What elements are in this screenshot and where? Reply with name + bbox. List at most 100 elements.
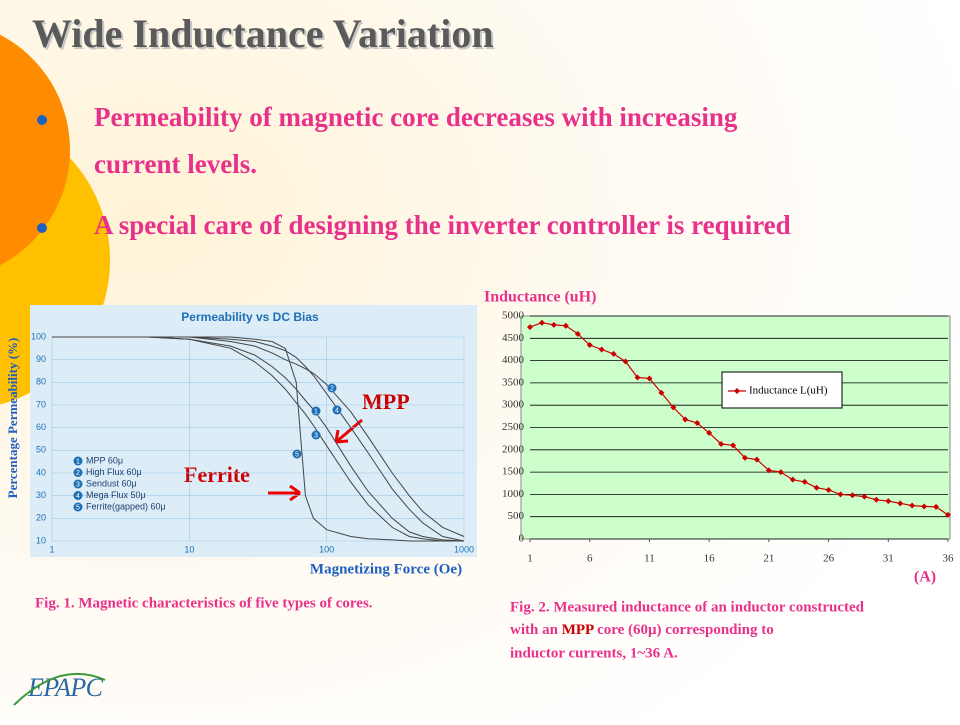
legend-number: 2: [76, 470, 80, 477]
point: [718, 441, 725, 448]
arrow: [334, 418, 363, 444]
point: [897, 500, 904, 507]
y-tick-label: 30: [36, 490, 46, 500]
y-axis-title: Inductance (uH): [484, 289, 596, 306]
legend-number: 4: [76, 493, 80, 500]
x-tick-label: 100: [319, 544, 334, 554]
y-tick-label: 4500: [502, 332, 525, 344]
point: [646, 375, 653, 382]
point: [933, 503, 940, 510]
x-tick-label: 36: [943, 553, 955, 565]
y-tick-label: 60: [36, 422, 46, 432]
legend-badge: [73, 479, 83, 489]
y-tick-label: 1000: [502, 488, 525, 500]
caption: with an MPP core (60μ) corresponding to: [510, 622, 774, 638]
chart1-title: Permeability vs DC Bias: [181, 310, 319, 324]
point: [789, 476, 796, 483]
point: [801, 478, 808, 485]
point: [909, 502, 916, 509]
logo: EPAPC: [27, 673, 104, 702]
point: [825, 486, 832, 493]
y-tick-label: 80: [36, 377, 46, 387]
legend-label: MPP 60μ: [86, 455, 123, 465]
legend-label: High Flux 60μ: [86, 467, 142, 477]
point: [837, 491, 844, 498]
curve-label-badge: [327, 383, 337, 393]
point: [658, 389, 665, 396]
point: [885, 498, 892, 505]
y-axis-title: Percentage Permeability (%): [5, 338, 20, 499]
legend-label: Inductance L(uH): [749, 385, 828, 397]
point: [622, 358, 629, 365]
y-tick-label: 90: [36, 354, 46, 364]
point: [706, 429, 713, 436]
logo-swoosh: [13, 672, 106, 706]
x-tick-label: 1000: [454, 544, 474, 554]
chart: 0 500 1000 1500 2000 2500 3000 3500 4000 4500 5000…: [502, 310, 954, 565]
point: [945, 511, 951, 518]
x-tick-label: 11: [644, 553, 655, 565]
point: [694, 420, 701, 427]
point: [921, 503, 928, 510]
point: [550, 321, 557, 328]
caption-part: MPP: [562, 622, 594, 638]
y-tick-label: 2000: [502, 443, 525, 455]
x-tick-label: 1: [49, 544, 54, 554]
bullet-dot: [37, 115, 47, 125]
caption-part: with an: [510, 622, 559, 638]
curve-label-badge: [292, 449, 302, 459]
arrows: [268, 418, 363, 502]
caption: inductor currents, 1~36 A.: [510, 645, 678, 661]
curve-label: 5: [295, 451, 299, 458]
legend-label: Ferrite(gapped) 60μ: [86, 501, 166, 511]
y-tick-label: 2500: [502, 421, 525, 433]
bullet-text: Permeability of magnetic core decreases …: [94, 102, 738, 132]
x-tick-label: 16: [704, 553, 716, 565]
chart1-panel: [30, 305, 477, 557]
x-axis-title: Magnetizing Force (Oe): [310, 561, 462, 577]
point: [574, 330, 581, 337]
y-tick-label: 3500: [502, 376, 525, 388]
curve-label: 3: [314, 432, 318, 439]
annotation: Ferrite: [184, 462, 250, 487]
x-tick-label: 6: [587, 553, 593, 565]
title: Wide Inductance Variation: [32, 11, 494, 56]
point: [753, 456, 760, 463]
legend-label: Sendust 60μ: [86, 478, 137, 488]
y-tick-label: 500: [508, 510, 525, 522]
deco-circle: [0, 34, 70, 266]
point: [849, 492, 856, 499]
y-tick-label: 20: [36, 513, 46, 523]
legend-swatch: [734, 388, 740, 394]
y-tick-label: 0: [519, 533, 525, 545]
point: [765, 467, 772, 474]
point: [682, 416, 689, 423]
point: [586, 341, 593, 348]
y-tick-label: 40: [36, 467, 46, 477]
point: [730, 442, 737, 449]
legend-number: 3: [76, 481, 80, 488]
series-line: [52, 336, 465, 542]
x-tick-label: 21: [763, 553, 774, 565]
legend-badge: [73, 491, 83, 500]
point: [873, 496, 880, 503]
point: [670, 404, 677, 411]
curve-label-badge: [311, 430, 321, 440]
curve-label-badge: [332, 405, 342, 415]
legend-badge: [73, 468, 83, 477]
legend-badge: [73, 456, 83, 466]
y-tick-label: 3000: [502, 399, 525, 411]
legend-number: 5: [76, 504, 80, 511]
x-tick-label: 1: [527, 553, 533, 565]
annotation: MPP: [362, 389, 410, 414]
y-tick-label: 4000: [502, 354, 525, 366]
point: [861, 493, 868, 500]
point: [598, 346, 605, 353]
x-tick-label: 10: [184, 544, 194, 554]
series-line: [52, 336, 465, 542]
curve-label-badge: [311, 406, 321, 416]
curve-label: 2: [330, 385, 334, 392]
point: [562, 322, 569, 329]
